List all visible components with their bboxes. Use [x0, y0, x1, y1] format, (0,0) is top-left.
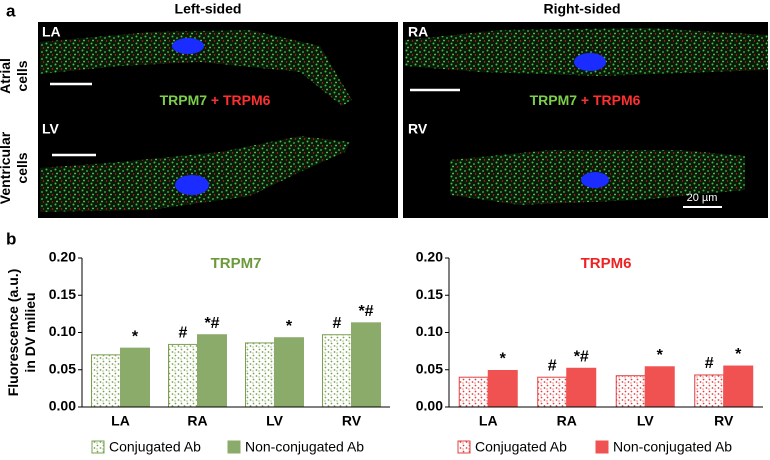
y-tick-label: 0.15 — [49, 286, 76, 302]
stain-green: TRPM7 — [160, 92, 208, 108]
x-tick-label: RV — [342, 413, 362, 429]
micrograph-left: LA LV TRPM7 + TRPM6 — [38, 22, 398, 218]
bar — [91, 354, 121, 408]
stain-label: TRPM7 + TRPM6 — [530, 92, 641, 108]
y-tick-label: 0.00 — [49, 398, 76, 414]
x-tick-label: LA — [111, 413, 130, 429]
y-tick-label: 0.10 — [49, 323, 76, 339]
y-tick-label: 0.20 — [416, 249, 443, 265]
legend-label: Conjugated Ab — [475, 439, 567, 455]
nucleus — [175, 175, 209, 195]
significance-marker: * — [286, 318, 293, 335]
x-tick-label: RA — [557, 413, 577, 429]
y-tick-label: 0.05 — [49, 360, 76, 376]
bar — [322, 334, 352, 408]
y-tick-label: 0.00 — [416, 398, 443, 414]
chart-title: TRPM7 — [211, 255, 262, 272]
stain-plus: + — [581, 92, 589, 108]
nucleus — [581, 172, 609, 188]
y-axis-label-line: in DV milieu — [22, 292, 38, 372]
significance-marker: * — [735, 346, 742, 363]
bar — [723, 365, 754, 408]
stain-red: TRPM6 — [223, 92, 271, 108]
y-tick-label: 0.20 — [49, 249, 76, 265]
bar — [120, 347, 150, 408]
image-label: LA — [42, 24, 61, 40]
legend-swatch — [457, 440, 471, 454]
row-label: Ventricularcells — [0, 131, 30, 204]
bar — [615, 375, 646, 408]
bar — [458, 376, 489, 408]
nucleus — [172, 38, 204, 54]
chart-title: TRPM6 — [581, 255, 632, 272]
stain-green: TRPM7 — [530, 92, 578, 108]
legend-label: Non-conjugated Ab — [245, 439, 364, 455]
significance-marker: * — [500, 351, 507, 368]
legend-swatch — [595, 440, 609, 454]
cell — [405, 28, 768, 76]
row-label: Atrialcells — [0, 58, 30, 94]
column-header: Right-sided — [544, 1, 621, 17]
y-tick-label: 0.10 — [416, 323, 443, 339]
bar — [197, 334, 227, 408]
x-tick-label: LA — [479, 413, 498, 429]
y-axis-label-line: Fluorescence (a.u.) — [5, 269, 21, 397]
significance-marker: * — [132, 328, 139, 345]
y-tick-label: 0.15 — [416, 286, 443, 302]
panel-label: b — [6, 229, 16, 248]
bar — [644, 366, 675, 408]
panel-label: a — [6, 1, 16, 20]
legend-swatch — [91, 440, 105, 454]
significance-marker: # — [548, 357, 557, 374]
image-label: LV — [42, 121, 60, 137]
x-tick-label: RV — [714, 413, 734, 429]
bar — [566, 367, 597, 408]
stain-label: TRPM7 + TRPM6 — [160, 92, 271, 108]
legend-label: Conjugated Ab — [109, 439, 201, 455]
significance-marker: *# — [204, 315, 219, 332]
significance-marker: # — [179, 325, 188, 342]
bar — [487, 369, 518, 408]
x-tick-label: LV — [637, 413, 655, 429]
scale-bar-label: 20 µm — [687, 192, 718, 204]
row-label-line: Atrial — [0, 58, 13, 94]
micrograph-right: 20 µm RA RV TRPM7 + TRPM6 — [403, 22, 768, 218]
significance-marker: *# — [574, 348, 589, 365]
image-label: RV — [408, 121, 428, 137]
row-label-line: cells — [14, 60, 30, 91]
bar — [694, 374, 725, 408]
cell — [40, 30, 352, 106]
significance-marker: # — [705, 355, 714, 372]
stain-red: TRPM6 — [593, 92, 641, 108]
legend-swatch — [227, 440, 241, 454]
column-header: Left-sided — [175, 1, 242, 17]
bar — [274, 337, 304, 408]
bar — [168, 343, 198, 408]
x-tick-label: RA — [187, 413, 207, 429]
stain-plus: + — [211, 92, 219, 108]
bar — [245, 342, 275, 408]
cell — [40, 136, 350, 212]
x-tick-label: LV — [266, 413, 284, 429]
y-axis-label: Fluorescence (a.u.)in DV milieu — [5, 269, 38, 397]
significance-marker: *# — [358, 303, 373, 320]
row-label-line: cells — [14, 152, 30, 183]
significance-marker: * — [657, 347, 664, 364]
y-tick-label: 0.05 — [416, 360, 443, 376]
bar — [537, 376, 568, 408]
significance-marker: # — [333, 315, 342, 332]
legend-label: Non-conjugated Ab — [613, 439, 732, 455]
nucleus — [574, 53, 606, 71]
image-label: RA — [408, 24, 428, 40]
bar — [351, 322, 381, 408]
row-label-line: Ventricular — [0, 131, 13, 204]
